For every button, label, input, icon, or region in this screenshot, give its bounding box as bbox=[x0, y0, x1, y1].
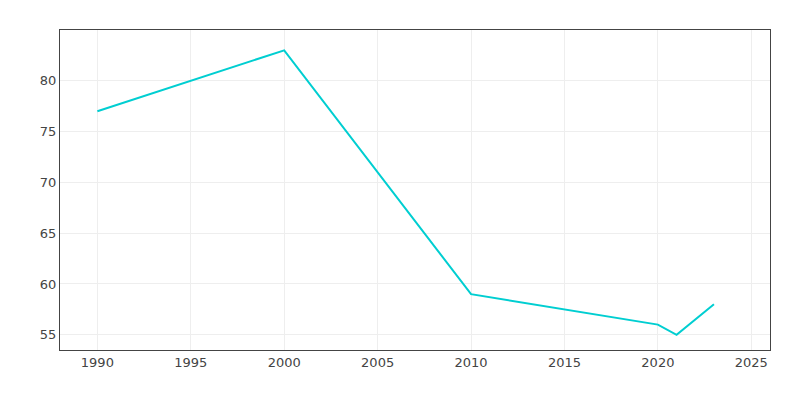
svg-text:1995: 1995 bbox=[174, 355, 207, 370]
svg-text:70: 70 bbox=[40, 175, 57, 190]
svg-text:2025: 2025 bbox=[735, 355, 768, 370]
svg-text:55: 55 bbox=[40, 327, 57, 342]
svg-text:80: 80 bbox=[40, 73, 57, 88]
svg-text:60: 60 bbox=[40, 277, 57, 292]
svg-text:2000: 2000 bbox=[268, 355, 301, 370]
svg-text:2010: 2010 bbox=[455, 355, 488, 370]
svg-text:2015: 2015 bbox=[548, 355, 581, 370]
svg-text:2020: 2020 bbox=[641, 355, 674, 370]
svg-text:75: 75 bbox=[40, 124, 57, 139]
svg-text:1990: 1990 bbox=[81, 355, 114, 370]
svg-text:2005: 2005 bbox=[361, 355, 394, 370]
svg-text:65: 65 bbox=[40, 226, 57, 241]
